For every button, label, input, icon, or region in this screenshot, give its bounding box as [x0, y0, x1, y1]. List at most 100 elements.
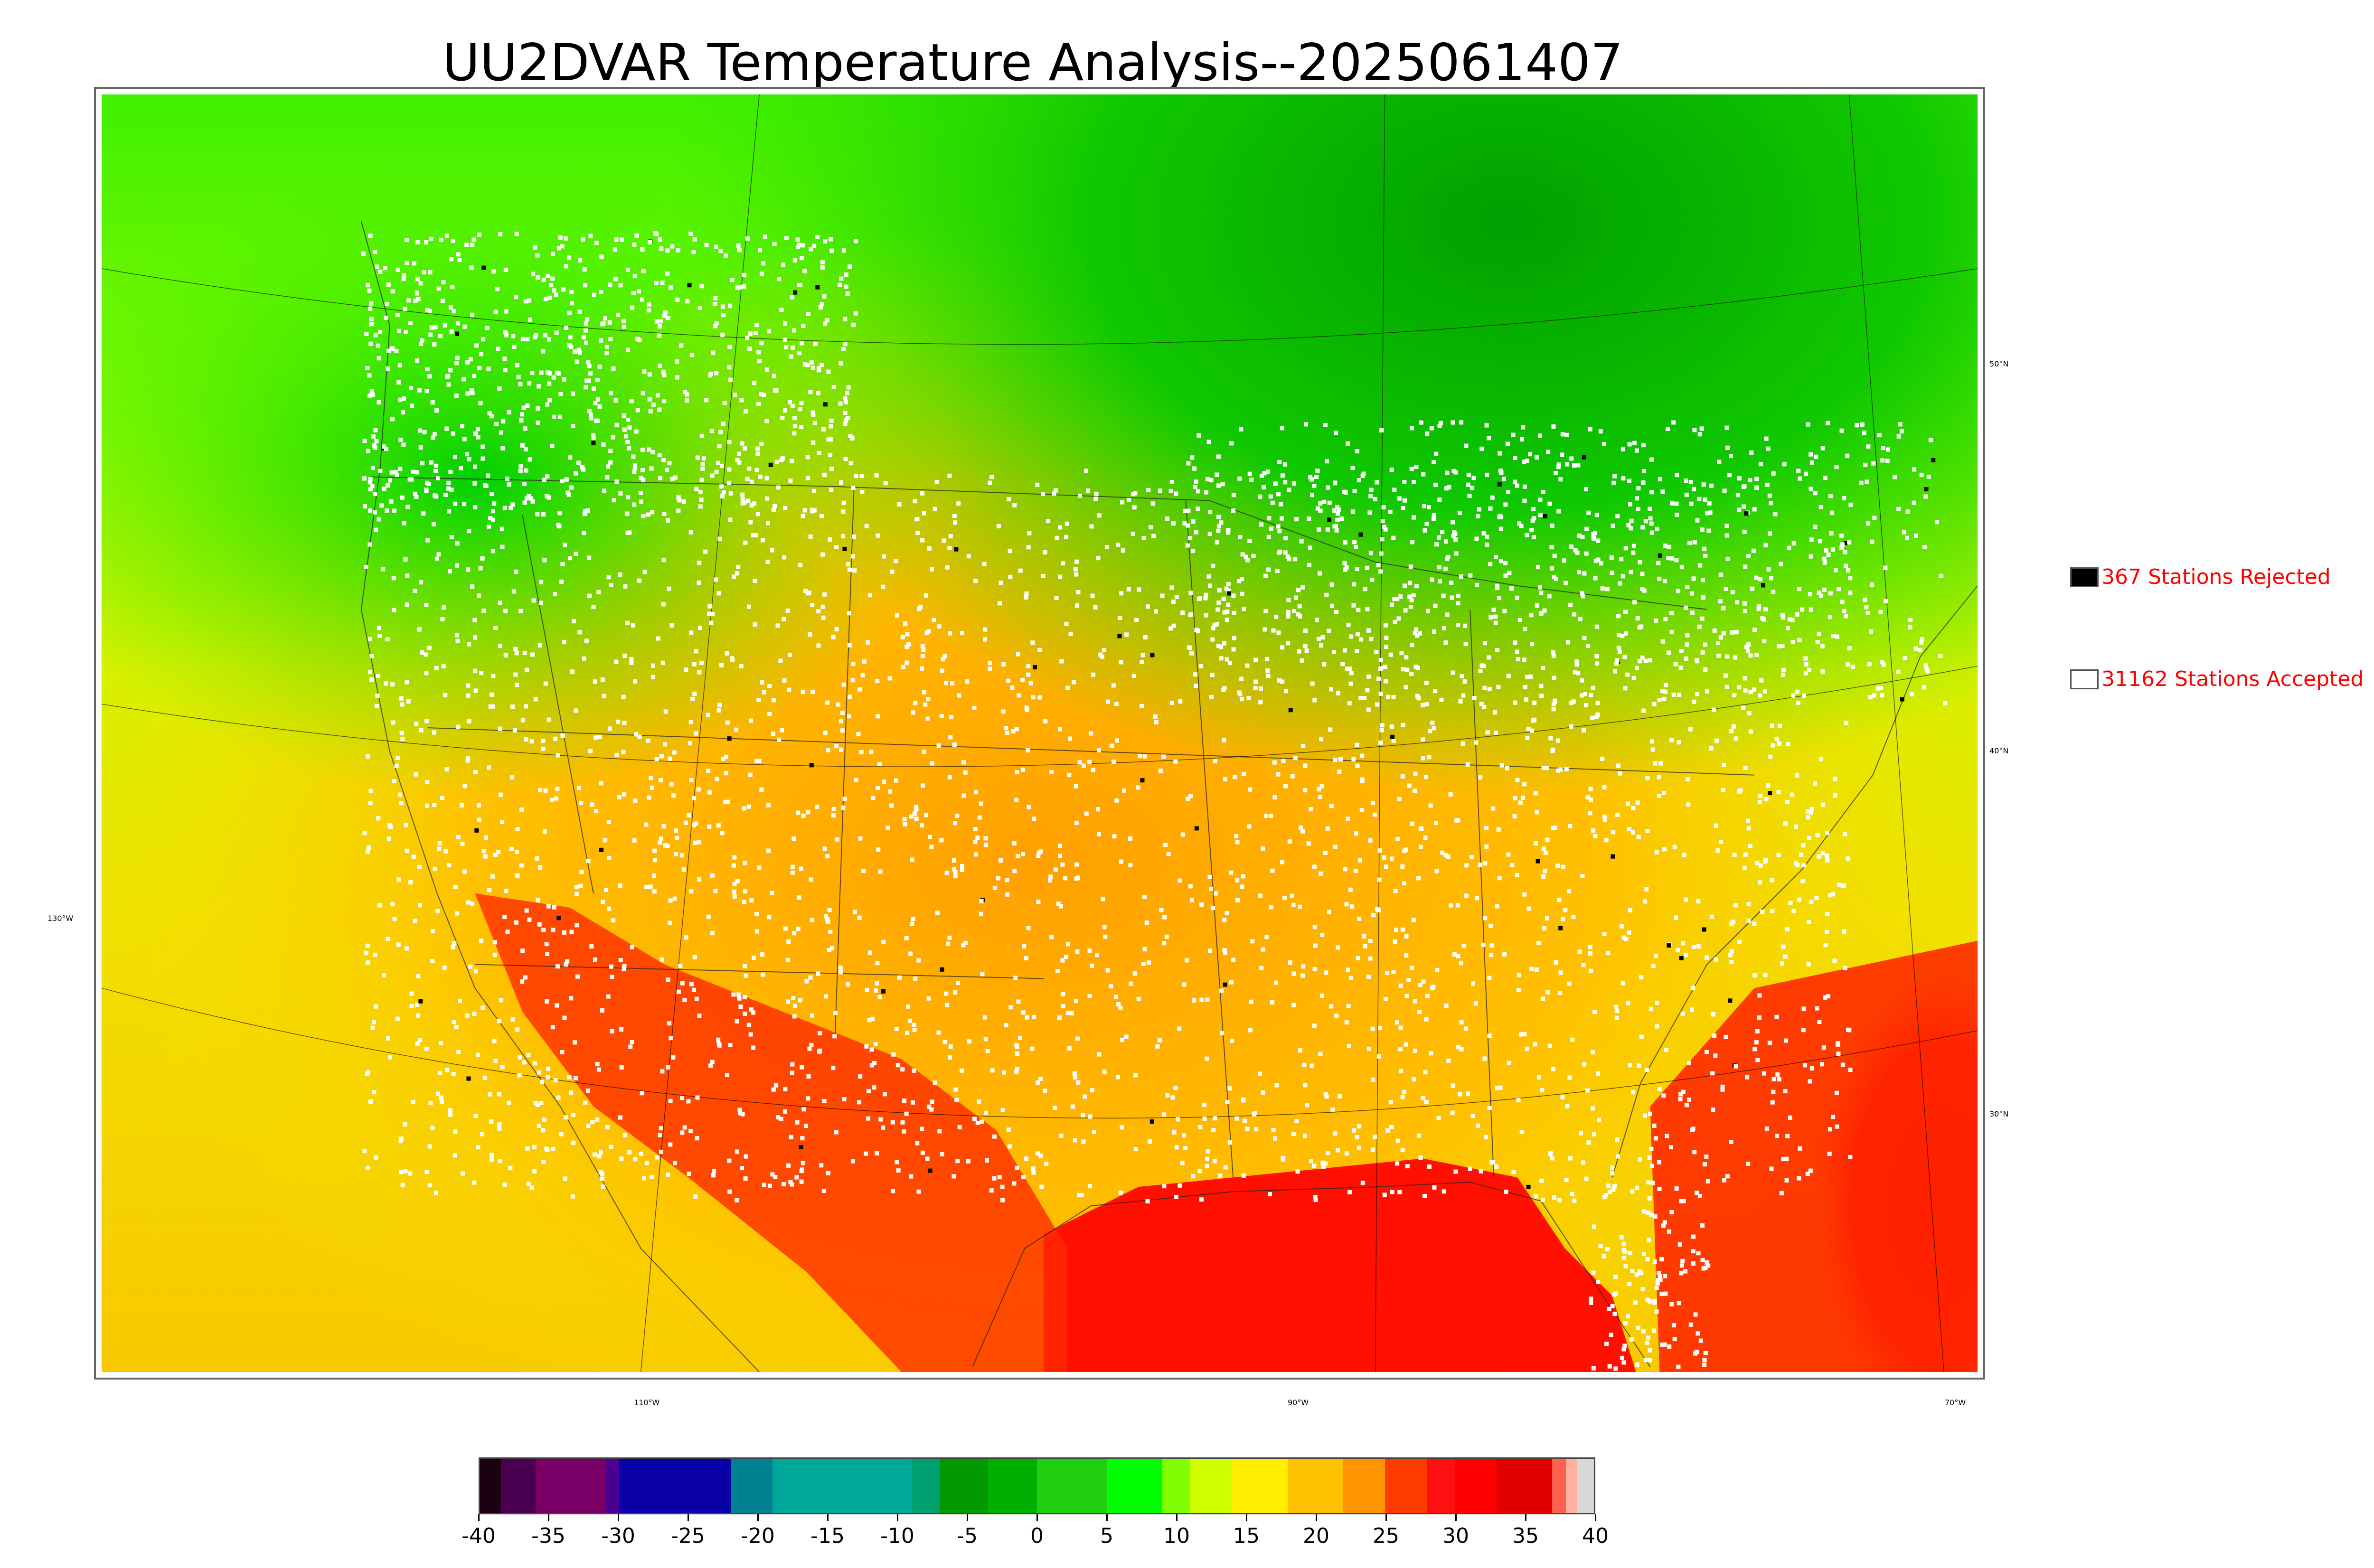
station-marker [1423, 775, 1428, 779]
station-marker [1809, 807, 1814, 811]
station-marker [1611, 1292, 1616, 1297]
station-marker [487, 888, 492, 892]
station-marker [504, 309, 509, 314]
station-marker [668, 756, 672, 761]
station-marker [518, 469, 523, 473]
station-marker [1605, 587, 1610, 592]
station-marker [367, 669, 372, 674]
station-marker [1368, 838, 1373, 843]
station-marker [858, 836, 863, 841]
station-marker [591, 605, 596, 610]
station-marker [589, 944, 594, 949]
station-marker [519, 863, 524, 868]
station-marker [1204, 592, 1208, 597]
station-marker [1239, 676, 1244, 681]
station-marker [1499, 763, 1504, 768]
station-marker [475, 427, 480, 432]
colorbar-tick [1525, 1514, 1526, 1521]
station-marker [591, 386, 596, 391]
station-marker [1669, 630, 1674, 635]
station-marker [368, 477, 373, 481]
station-marker [1703, 1266, 1708, 1270]
station-marker [454, 1024, 459, 1029]
colorbar-band [1454, 1459, 1497, 1513]
station-marker [825, 700, 830, 705]
station-marker [843, 400, 848, 404]
station-marker [1174, 491, 1178, 496]
station-marker [1142, 754, 1147, 759]
station-marker [592, 292, 596, 297]
station-marker [1474, 896, 1479, 901]
station-marker [1216, 524, 1221, 529]
station-marker [1228, 661, 1233, 666]
station-marker [470, 243, 475, 247]
station-marker [1389, 602, 1394, 607]
station-marker [503, 368, 508, 373]
station-marker [1691, 986, 1696, 990]
station-marker [1192, 998, 1196, 1003]
station-marker [414, 722, 419, 726]
station-marker [965, 679, 970, 684]
station-marker [936, 1030, 941, 1035]
station-marker [491, 674, 496, 678]
station-marker [1702, 1162, 1707, 1167]
station-marker [641, 514, 646, 518]
station-marker [1515, 483, 1519, 488]
station-marker [914, 817, 919, 821]
station-marker [809, 360, 814, 365]
station-marker [1369, 637, 1374, 641]
station-marker [588, 371, 593, 376]
station-marker [782, 555, 787, 560]
station-marker [1654, 850, 1659, 854]
station-marker [1791, 909, 1796, 913]
station-marker [583, 510, 587, 515]
station-marker [1820, 644, 1825, 648]
station-marker [1036, 854, 1041, 858]
station-marker [597, 404, 602, 409]
station-marker [953, 870, 958, 874]
station-marker [405, 505, 410, 509]
station-marker [1752, 921, 1757, 926]
station-marker [1390, 1190, 1394, 1194]
station-marker [1769, 501, 1773, 506]
station-marker [428, 270, 433, 275]
station-marker [1271, 628, 1276, 633]
station-marker [604, 888, 609, 892]
station-marker [1485, 730, 1490, 735]
station-marker [409, 386, 414, 391]
station-marker [1503, 573, 1508, 578]
station-marker [362, 476, 367, 481]
station-marker [588, 749, 593, 753]
station-marker [876, 714, 880, 719]
station-marker [524, 908, 529, 913]
station-marker [774, 460, 779, 464]
station-marker [1537, 585, 1542, 590]
station-marker [1614, 1005, 1619, 1009]
station-marker [1421, 756, 1425, 761]
station-marker [1241, 874, 1245, 879]
station-marker [1754, 861, 1759, 865]
station-marker [1257, 1071, 1262, 1076]
station-marker [663, 843, 668, 848]
station-marker [1809, 487, 1813, 491]
station-marker [683, 820, 688, 825]
station-marker [1920, 637, 1924, 642]
station-marker [1755, 1058, 1760, 1062]
station-marker [1678, 1092, 1683, 1097]
station-marker [1528, 452, 1533, 457]
station-marker [1645, 1341, 1649, 1345]
station-marker [1169, 585, 1174, 590]
station-marker [1546, 450, 1551, 454]
station-marker [575, 974, 580, 979]
station-marker [1582, 636, 1587, 640]
station-marker [595, 1117, 600, 1122]
station-marker [1006, 1127, 1011, 1132]
station-marker [622, 427, 627, 432]
station-marker [365, 754, 370, 759]
colorbar-tick [897, 1514, 898, 1521]
station-marker [405, 238, 409, 243]
station-marker [744, 1154, 748, 1159]
station-marker [1165, 516, 1169, 521]
station-marker [1056, 901, 1061, 906]
station-marker [1649, 530, 1654, 535]
